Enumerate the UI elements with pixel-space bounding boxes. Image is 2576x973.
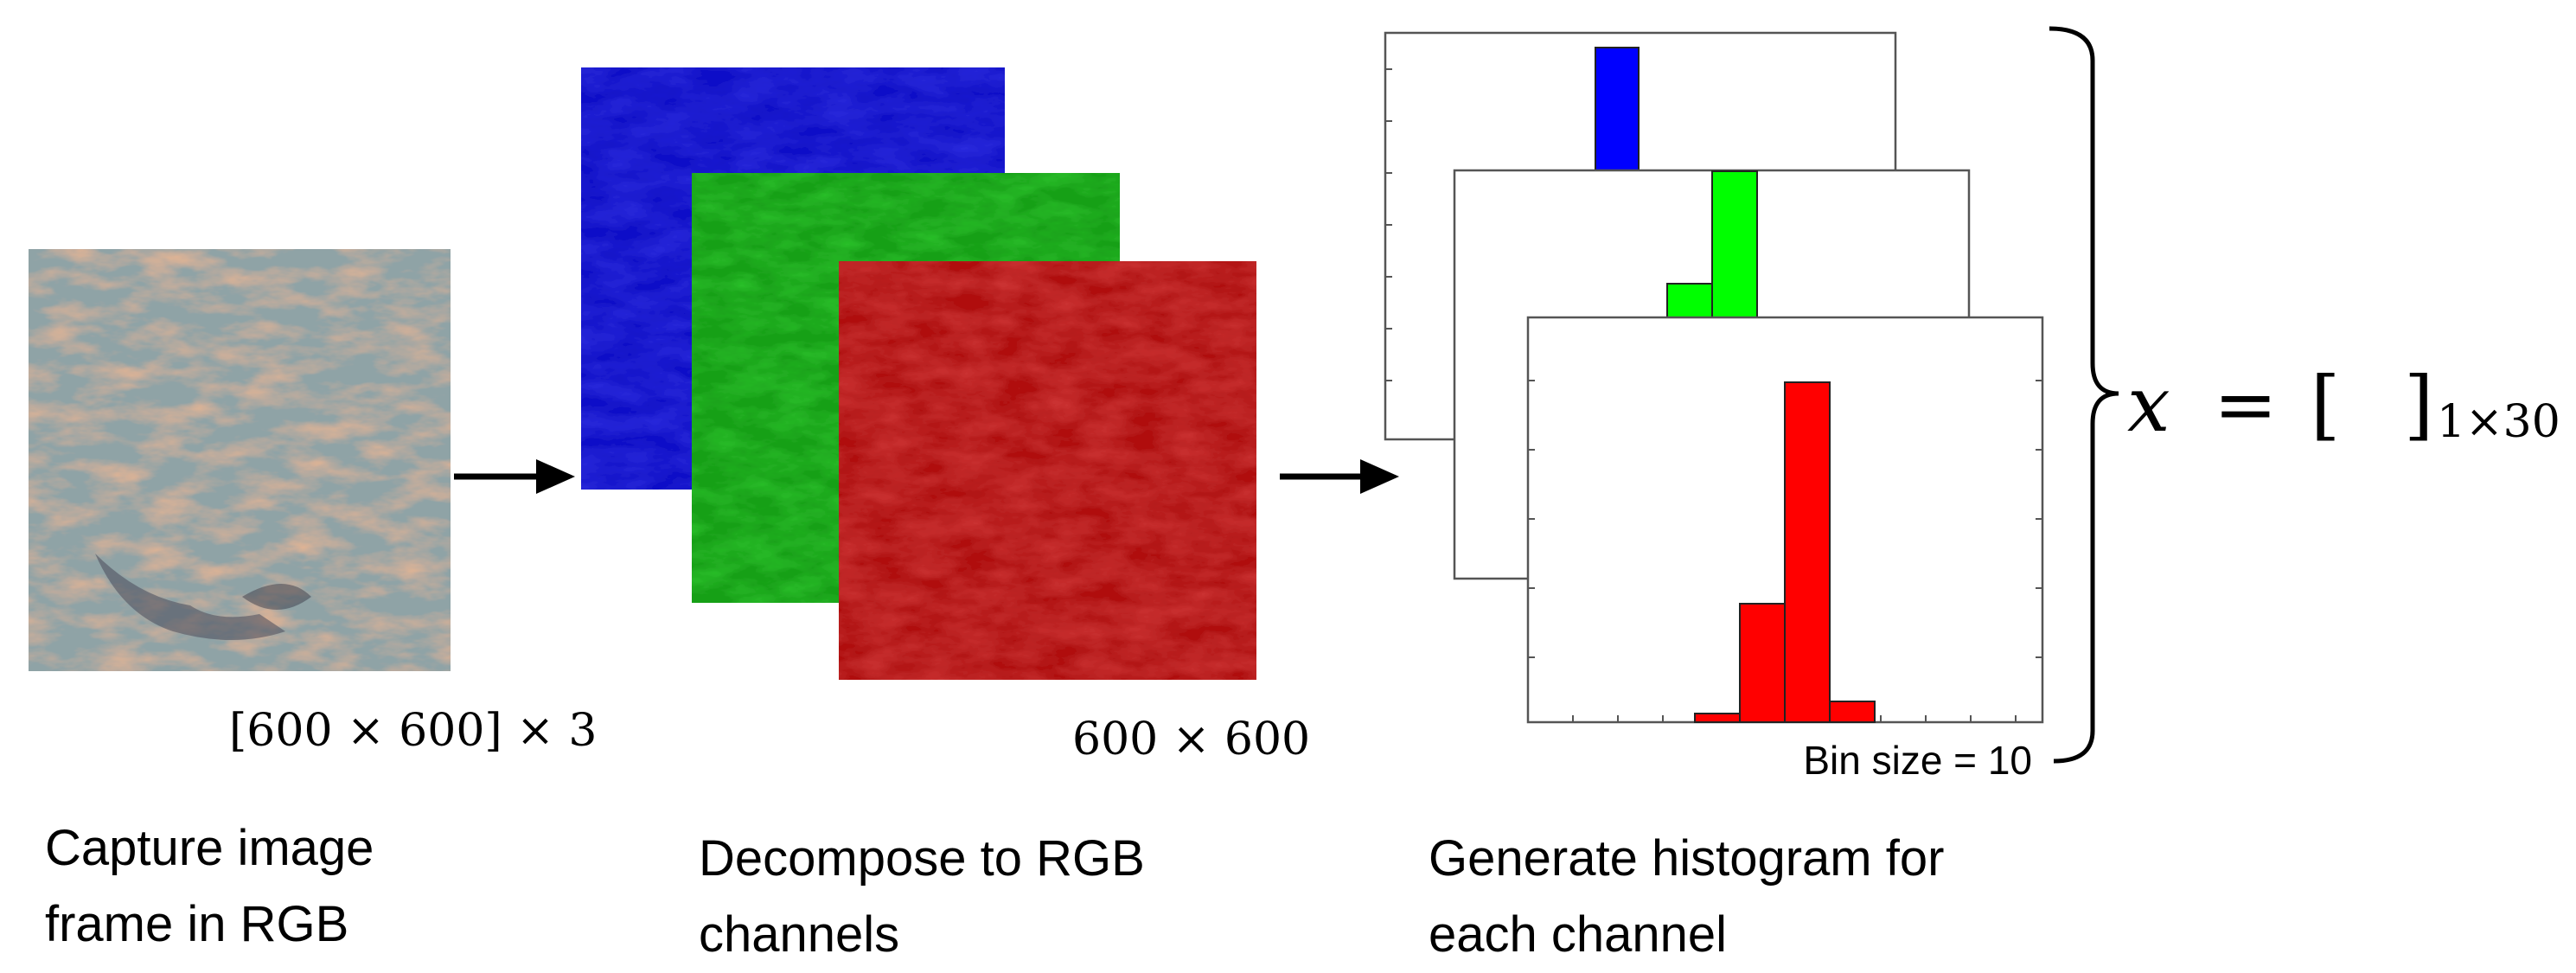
histogram-bar [1694,713,1741,723]
channel-stack [581,67,1256,680]
red-histogram [1526,316,2044,724]
right-arrow-icon [1280,459,1399,494]
red-channel-image [839,261,1256,680]
axis-ticks [1385,68,1392,381]
right-curly-brace-icon [2049,26,2119,764]
input-caption-line2: frame in RGB [45,896,348,952]
axis-ticks [1528,380,2042,722]
histogram-caption-line1: Generate histogram for [1429,830,1944,887]
input-rgb-image [29,249,451,671]
close-bracket: ] [2404,360,2433,449]
feature-vector-symbol: x [2127,360,2170,449]
input-caption-line1: Capture image [45,820,374,876]
open-bracket: [ [2311,360,2340,449]
feature-vector-equation: x = [ ] 1×30 [2127,360,2560,449]
channel-dimension-label: 600 × 600 [1072,714,1310,765]
histogram-bar [1711,170,1758,328]
channel-caption-line2: channels [699,906,899,963]
histogram-bar [1739,603,1786,723]
right-arrow-icon [454,459,575,494]
vector-dimension-subscript: 1×30 [2437,396,2560,448]
equals-sign: = [2214,360,2278,449]
bin-size-label: Bin size = 10 [1803,738,2032,783]
histogram-caption-line2: each channel [1429,906,1727,963]
channel-caption-line1: Decompose to RGB [699,830,1145,887]
histogram-stack [1384,31,2044,724]
histogram-bar [1595,47,1640,178]
histogram-bar [1829,701,1876,723]
histogram-bar [1784,381,1831,723]
input-dimension-label: [600 × 600] × 3 [229,705,597,757]
